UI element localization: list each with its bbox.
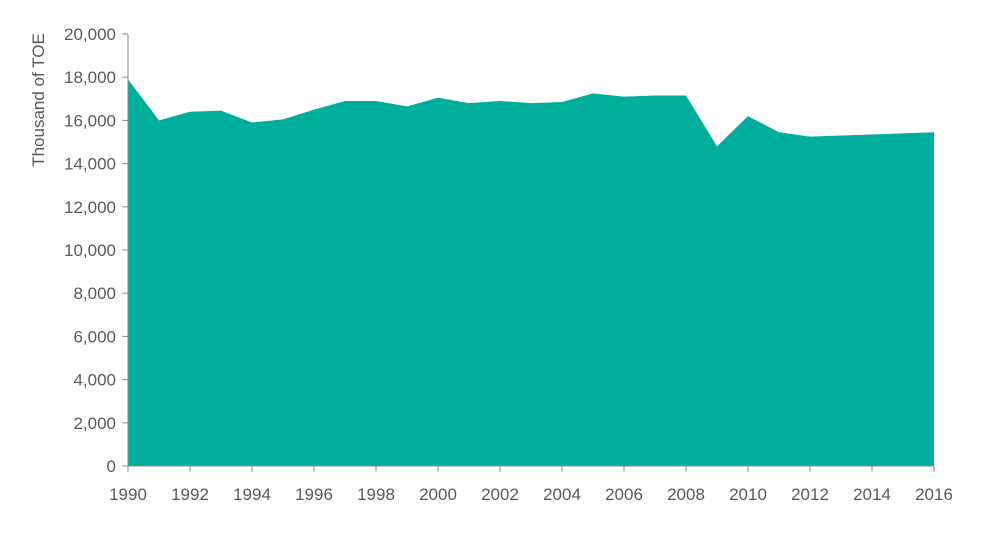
x-tick-label: 2000: [419, 485, 457, 504]
y-tick-label: 18,000: [64, 68, 116, 87]
x-tick-label: 2004: [543, 485, 581, 504]
x-tick-label: 2014: [853, 485, 891, 504]
x-tick-label: 2008: [667, 485, 705, 504]
x-axis-ticks: 1990 1992 1994 1996 1998 2000 2002 2004 2006 2008…: [109, 466, 953, 504]
y-tick-label: 4,000: [73, 371, 116, 390]
y-axis-title: Thousand of TOE: [29, 33, 48, 167]
y-tick-label: 6,000: [73, 327, 116, 346]
y-axis-ticks: 0 2,000 4,000 6,000 8,000 10,000 12,000 14,000 1…: [64, 25, 128, 476]
x-tick-label: 1990: [109, 485, 147, 504]
x-tick-label: 1996: [295, 485, 333, 504]
y-tick-label: 12,000: [64, 198, 116, 217]
x-tick-label: 2012: [791, 485, 829, 504]
area-layer: [128, 79, 934, 467]
y-tick-label: 20,000: [64, 25, 116, 44]
y-tick-label: 14,000: [64, 155, 116, 174]
x-tick-label: 1992: [171, 485, 209, 504]
x-tick-label: 1998: [357, 485, 395, 504]
x-tick-label: 2002: [481, 485, 519, 504]
series-area: [128, 79, 934, 467]
x-tick-label: 2010: [729, 485, 767, 504]
x-tick-label: 1994: [233, 485, 271, 504]
y-tick-label: 16,000: [64, 111, 116, 130]
x-tick-label: 2016: [915, 485, 953, 504]
x-tick-label: 2006: [605, 485, 643, 504]
y-tick-label: 8,000: [73, 284, 116, 303]
y-tick-label: 10,000: [64, 241, 116, 260]
y-tick-label: 0: [107, 457, 116, 476]
y-tick-label: 2,000: [73, 414, 116, 433]
